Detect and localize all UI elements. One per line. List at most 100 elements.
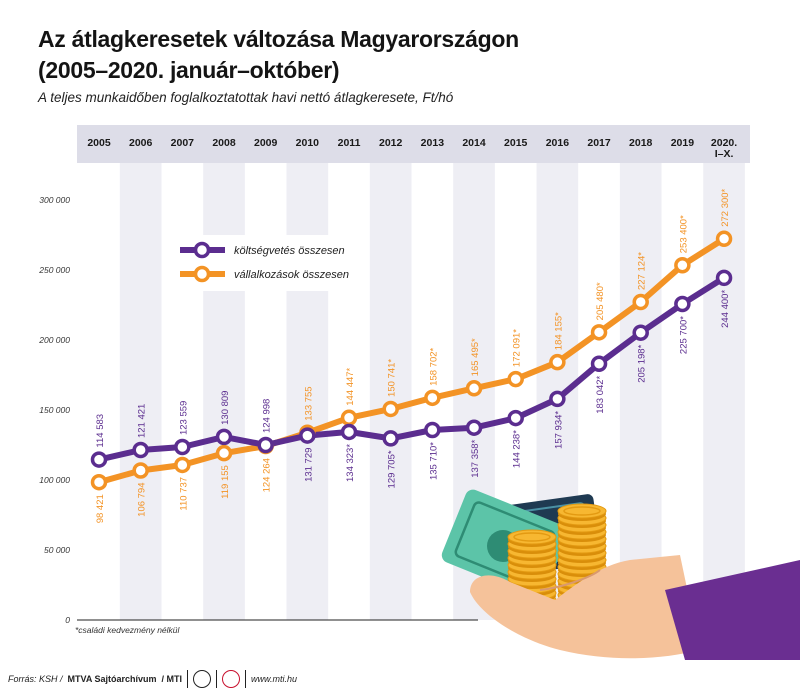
data-label: 150 741* (387, 359, 398, 397)
data-label: 110 737 (178, 477, 189, 511)
x-tick-label: 2006 (129, 137, 153, 149)
y-tick-label: 200 000 (38, 335, 70, 345)
data-label: 144 238* (512, 430, 523, 468)
data-point (424, 421, 441, 439)
y-tick-label: 50 000 (44, 545, 70, 555)
data-label: 123 559 (178, 401, 189, 435)
mti-logo-icon (222, 670, 241, 688)
data-point (424, 389, 441, 407)
coin-top-rim (513, 532, 551, 542)
x-tick-label: 2014 (462, 137, 486, 149)
data-label: 121 421 (137, 404, 148, 438)
data-point (632, 293, 649, 311)
series-points (90, 230, 733, 491)
coin-top-rim (563, 506, 601, 516)
y-tick-label: 100 000 (39, 475, 70, 485)
data-point (174, 438, 191, 456)
y-tick-label: 0 (65, 615, 70, 625)
data-label: 225 700* (678, 316, 689, 354)
series-lines (98, 236, 726, 486)
sleeve (665, 560, 800, 660)
data-point (715, 269, 733, 287)
data-label: 130 809 (220, 391, 231, 425)
column-band (619, 163, 662, 620)
data-labels: 114 583 121 421 123 559 130 809 124 998 131 7… (95, 188, 731, 523)
divider (187, 670, 189, 688)
x-tick-label: 2018 (629, 137, 653, 149)
y-tick-label: 150 000 (39, 405, 70, 415)
coins-and-banknotes-illustration (441, 489, 800, 660)
data-label: 98 421 (95, 494, 106, 523)
x-tick-label: 2010 (296, 137, 320, 149)
data-point (590, 355, 608, 372)
header-bar (77, 125, 750, 163)
data-label: 157 934* (553, 411, 564, 449)
data-point (632, 324, 649, 341)
y-axis: 0 50 000 100 000 150 000 200 000 250 000 300 0… (38, 195, 478, 625)
x-tick-label: 2015 (504, 137, 528, 149)
chart-subtitle: A teljes munkaidőben foglalkoztatottak h… (38, 90, 454, 105)
data-point (215, 444, 233, 462)
divider (216, 670, 218, 688)
agency-name: MTVA Sajtóarchívum (67, 674, 157, 684)
data-label: 131 729 (303, 448, 314, 482)
divider (245, 670, 247, 688)
data-label: 253 400* (678, 215, 689, 253)
data-point (507, 409, 524, 427)
data-label: 144 447* (345, 367, 356, 405)
legend: költségvetés összesen vállalkozások össze… (170, 235, 364, 291)
year-header: 2005 2006 2007 2008 2009 2010 2011 2012 2013 2014… (77, 125, 750, 163)
legend-label: vállalkozások összesen (234, 269, 349, 281)
data-label: 272 300* (720, 188, 731, 226)
x-tick-label: 2005 (87, 137, 111, 149)
coin (507, 529, 557, 545)
data-label: 205 480* (595, 282, 606, 320)
legend-marker (193, 265, 211, 283)
website-link[interactable]: www.mti.hu (251, 674, 298, 684)
footer: Forrás: KSH / MTVA Sajtóarchívum / MTI w… (8, 670, 297, 688)
data-label: 106 794 (137, 482, 148, 516)
title-line-2: (2005–2020. január–október) (38, 57, 340, 83)
data-label: 165 495* (470, 338, 481, 376)
data-label: 114 583 (95, 414, 106, 448)
data-label: 129 705* (387, 450, 398, 488)
data-point (549, 390, 566, 408)
y-tick-label: 300 000 (39, 195, 70, 205)
column-band (119, 163, 162, 620)
data-label: 205 198* (637, 344, 648, 382)
x-tick-label: 2008 (212, 137, 236, 149)
hand (470, 555, 700, 659)
data-point (174, 456, 191, 474)
data-point (90, 451, 108, 468)
data-point (132, 441, 149, 459)
x-tick-label: 2011 (338, 137, 361, 149)
mtva-logo-icon (193, 670, 212, 688)
data-point (215, 428, 233, 446)
data-label: 158 702* (428, 347, 439, 385)
data-label: 137 358* (470, 439, 481, 477)
x-tick-label: 2009 (254, 137, 278, 149)
y-tick-label: 250 000 (38, 265, 70, 275)
data-point (299, 427, 316, 444)
data-point (340, 423, 358, 441)
mti-name: / MTI (161, 674, 183, 684)
data-point (715, 230, 733, 248)
footnote: *családi kedvezmény nélkül (75, 625, 180, 635)
data-point (382, 430, 399, 447)
data-label: 134 323* (345, 444, 356, 482)
data-label: 124 998 (262, 399, 273, 433)
x-tick-label: 2007 (171, 137, 195, 149)
data-point (549, 353, 566, 371)
data-point (465, 380, 483, 397)
data-label: 135 710* (428, 442, 439, 480)
data-label: 172 091* (512, 329, 523, 367)
chart-title: Az átlagkeresetek változása Magyarország… (38, 24, 519, 86)
data-label: 124 264 (262, 458, 273, 492)
title-line-1: Az átlagkeresetek változása Magyarország… (38, 26, 519, 52)
x-tick-sublabel: I–X. (715, 148, 734, 160)
data-point (257, 436, 274, 454)
coin (557, 503, 607, 519)
legend-label: költségvetés összesen (234, 245, 345, 257)
data-point (340, 409, 358, 427)
